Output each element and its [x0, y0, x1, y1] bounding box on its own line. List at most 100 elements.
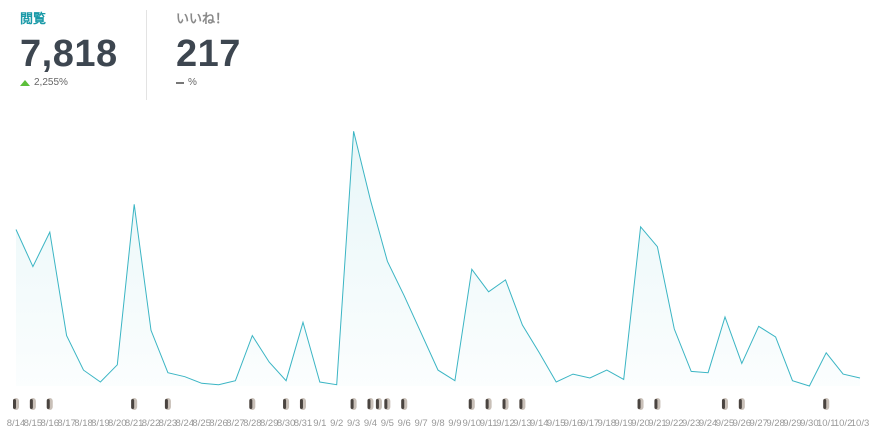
x-tick-label: 8/24 — [176, 418, 195, 429]
x-tick-label: 8/19 — [91, 418, 110, 429]
data-point[interactable] — [858, 376, 862, 380]
data-point[interactable] — [504, 278, 508, 282]
data-point[interactable] — [807, 384, 811, 388]
data-point[interactable] — [166, 371, 170, 375]
likes-change: % — [176, 77, 241, 89]
post-thumbnail-icon[interactable] — [375, 398, 382, 410]
data-point[interactable] — [284, 379, 288, 383]
post-thumbnail-icon[interactable] — [721, 398, 728, 410]
data-point[interactable] — [368, 198, 372, 202]
post-thumbnail-icon[interactable] — [249, 398, 256, 410]
data-point[interactable] — [436, 368, 440, 372]
data-point[interactable] — [31, 265, 35, 269]
data-point[interactable] — [554, 380, 558, 384]
post-thumbnail-icon[interactable] — [283, 398, 290, 410]
data-point[interactable] — [14, 227, 18, 231]
post-thumbnail-icon[interactable] — [654, 398, 661, 410]
x-tick-label: 8/18 — [74, 418, 93, 429]
data-point[interactable] — [217, 383, 221, 387]
x-tick-label: 8/25 — [192, 418, 211, 429]
data-point[interactable] — [774, 335, 778, 339]
post-thumbnail-icon[interactable] — [384, 398, 391, 410]
data-point[interactable] — [200, 381, 204, 385]
post-thumbnail-icon[interactable] — [502, 398, 509, 410]
area-layer — [14, 129, 862, 388]
post-thumbnail-icon[interactable] — [401, 398, 408, 410]
post-thumbnail-icon[interactable] — [46, 398, 53, 410]
data-point[interactable] — [790, 379, 794, 383]
data-point[interactable] — [824, 351, 828, 355]
data-point[interactable] — [588, 376, 592, 380]
post-thumbnail-icon[interactable] — [367, 398, 374, 410]
x-tick-label: 10/2 — [834, 418, 853, 429]
x-tick-label: 9/9 — [448, 418, 461, 429]
stat-divider — [146, 10, 147, 100]
data-point[interactable] — [65, 334, 69, 338]
data-point[interactable] — [487, 290, 491, 294]
data-point[interactable] — [470, 267, 474, 271]
post-thumbnail-icon[interactable] — [164, 398, 171, 410]
trend-flat-icon — [176, 82, 184, 84]
data-point[interactable] — [723, 315, 727, 319]
x-tick-label: 9/26 — [733, 418, 752, 429]
x-tick-label: 9/20 — [631, 418, 650, 429]
x-tick-label: 9/14 — [530, 418, 549, 429]
x-tick-label: 8/31 — [294, 418, 313, 429]
data-point[interactable] — [149, 328, 153, 332]
x-tick-label: 9/19 — [614, 418, 633, 429]
data-point[interactable] — [132, 202, 136, 206]
data-point[interactable] — [453, 379, 457, 383]
data-point[interactable] — [250, 334, 254, 338]
data-point[interactable] — [841, 372, 845, 376]
data-point[interactable] — [537, 351, 541, 355]
data-point[interactable] — [318, 380, 322, 384]
data-point[interactable] — [740, 361, 744, 365]
data-point[interactable] — [622, 377, 626, 381]
data-point[interactable] — [352, 129, 356, 133]
x-tick-label: 9/15 — [547, 418, 566, 429]
data-point[interactable] — [233, 379, 237, 383]
x-tick-label: 8/14 — [7, 418, 26, 429]
data-point[interactable] — [267, 360, 271, 364]
post-thumbnail-icon[interactable] — [637, 398, 644, 410]
x-tick-label: 8/16 — [41, 418, 60, 429]
data-point[interactable] — [419, 331, 423, 335]
data-point[interactable] — [385, 259, 389, 263]
x-tick-label: 9/16 — [564, 418, 583, 429]
data-point[interactable] — [335, 383, 339, 387]
data-point[interactable] — [115, 363, 119, 367]
x-tick-label: 9/27 — [749, 418, 768, 429]
views-label: 閲覧 — [20, 11, 47, 26]
x-tick-label: 10/1 — [817, 418, 836, 429]
post-thumbnail-icon[interactable] — [823, 398, 830, 410]
data-point[interactable] — [520, 323, 524, 327]
data-point[interactable] — [571, 372, 575, 376]
x-tick-label: 8/21 — [125, 418, 144, 429]
post-thumbnail-icon[interactable] — [13, 398, 19, 410]
post-thumbnail-icon[interactable] — [29, 398, 36, 410]
post-thumbnail-icon[interactable] — [299, 398, 306, 410]
post-thumbnail-icon[interactable] — [738, 398, 745, 410]
post-thumbnail-icon[interactable] — [468, 398, 475, 410]
data-point[interactable] — [757, 324, 761, 328]
data-point[interactable] — [301, 320, 305, 324]
x-tick-label: 9/28 — [766, 418, 785, 429]
x-tick-label: 8/22 — [142, 418, 161, 429]
x-tick-label: 9/7 — [415, 418, 428, 429]
post-thumbnail-icon[interactable] — [519, 398, 526, 410]
post-thumbnail-icon[interactable] — [131, 398, 138, 410]
post-thumbnail-icon[interactable] — [350, 398, 357, 410]
data-point[interactable] — [402, 294, 406, 298]
data-point[interactable] — [639, 225, 643, 229]
data-point[interactable] — [655, 245, 659, 249]
data-point[interactable] — [689, 369, 693, 373]
data-point[interactable] — [183, 375, 187, 379]
data-point[interactable] — [706, 371, 710, 375]
data-point[interactable] — [48, 230, 52, 234]
x-tick-label: 8/30 — [277, 418, 296, 429]
data-point[interactable] — [672, 327, 676, 331]
data-point[interactable] — [605, 368, 609, 372]
data-point[interactable] — [98, 380, 102, 384]
data-point[interactable] — [82, 368, 86, 372]
post-thumbnail-icon[interactable] — [485, 398, 492, 410]
